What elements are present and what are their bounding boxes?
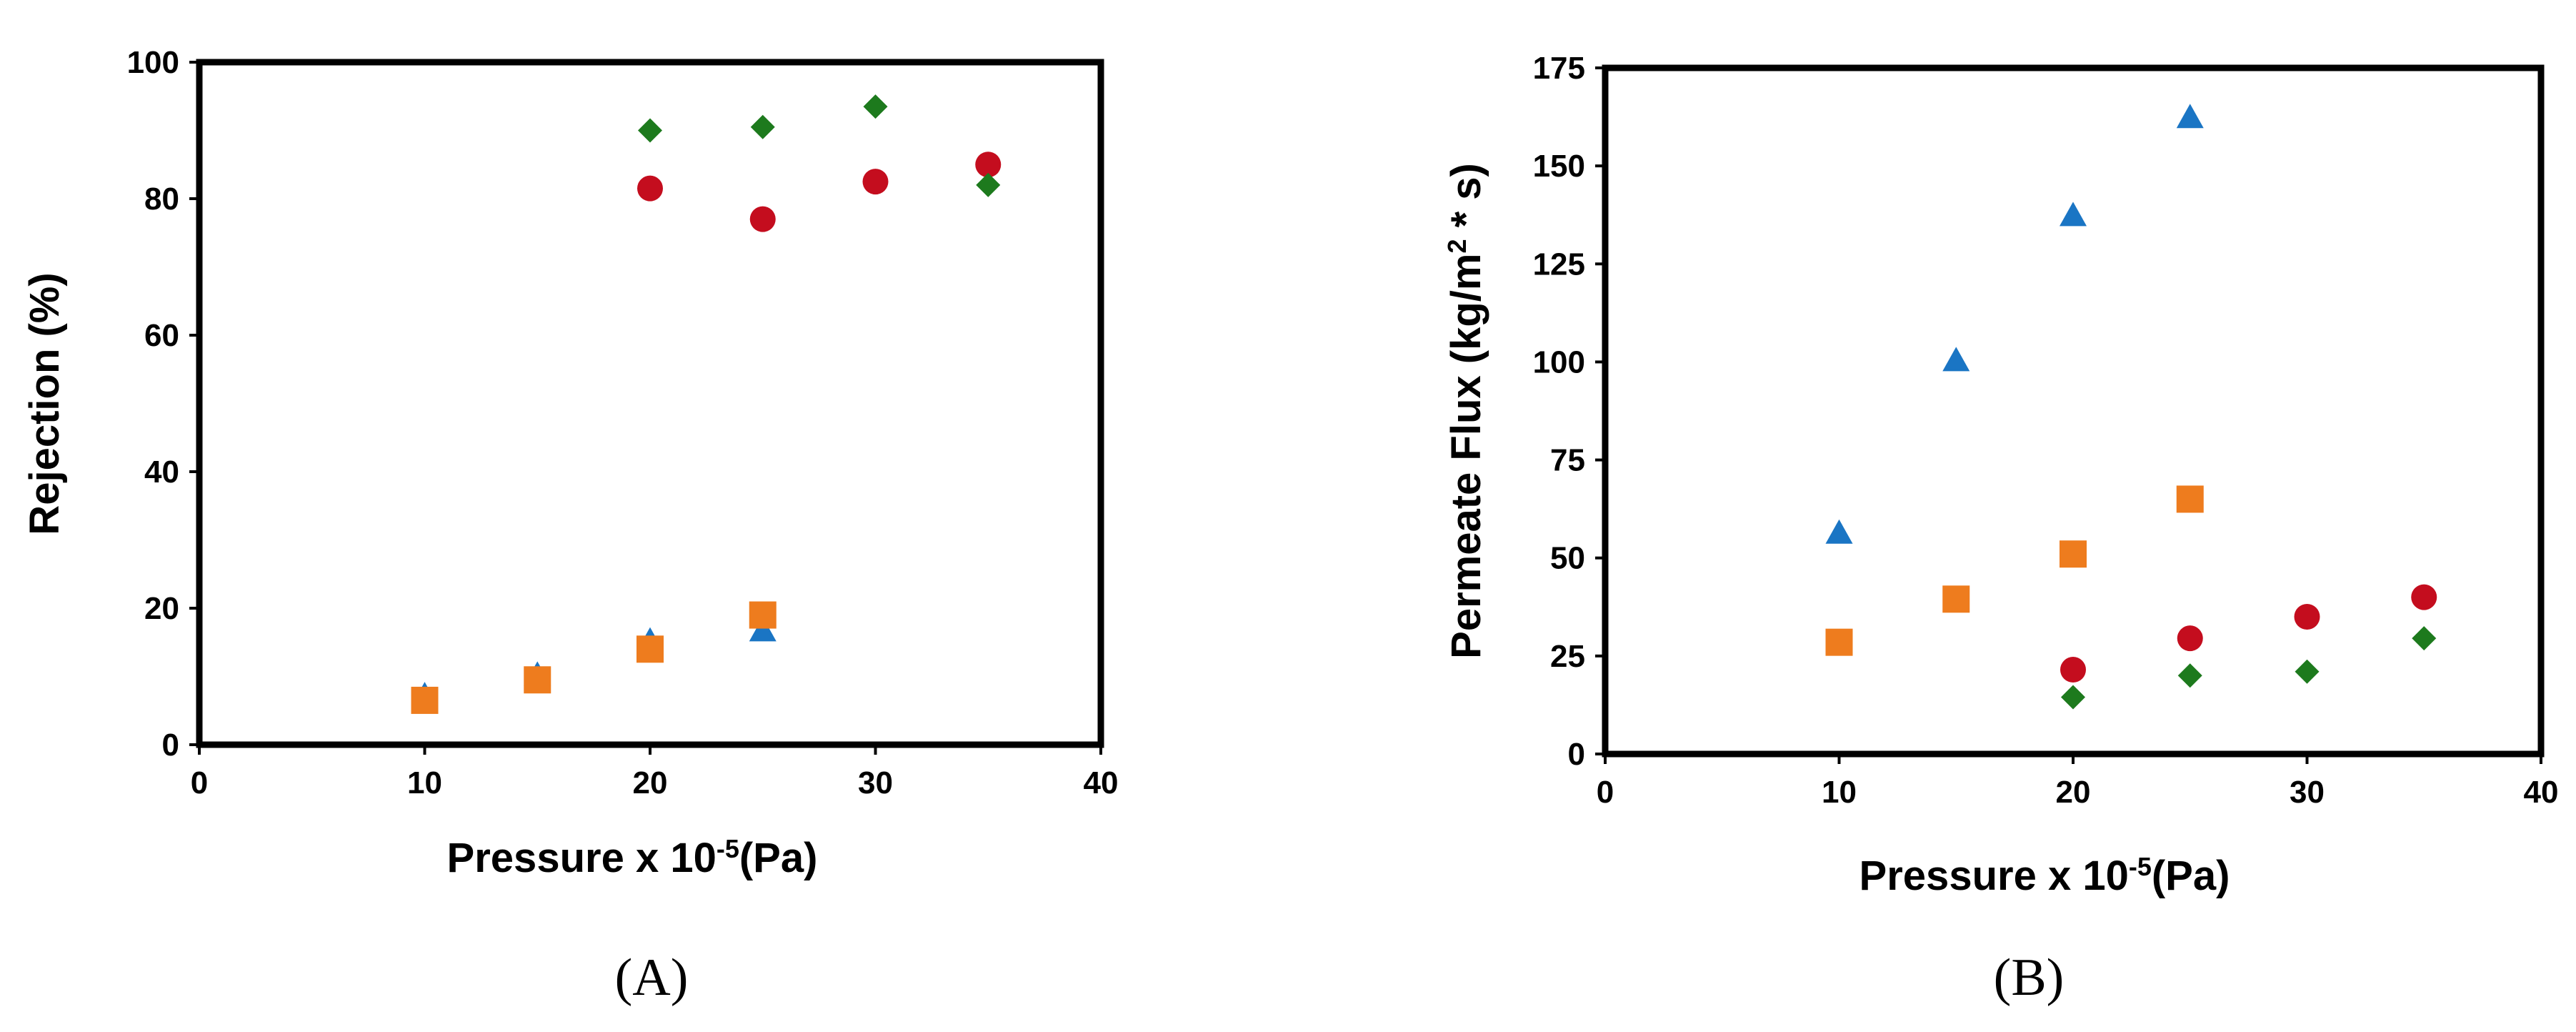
panel-b-x-tick-label: 10 <box>1822 775 1857 810</box>
panel-a-label: (A) <box>615 948 689 1007</box>
panel-b-y-tick-label: 100 <box>1533 344 1585 379</box>
panel-b-x-axis-title: Pressure x 10-5(Pa) <box>1859 852 2230 899</box>
panel-b-x-tick-label: 40 <box>2524 775 2559 810</box>
panel-b-permeate-flux-chart: 0 10 20 30 40 0 25 50 75 100 125 150 175 Permeate Fl… <box>1442 51 2558 1007</box>
panel-a-x-tick-label: 0 <box>191 765 208 800</box>
panel-b-triangle-point <box>1825 519 1853 544</box>
panel-a-diamond-point <box>750 114 775 139</box>
panel-b-label: (B) <box>1994 948 2065 1007</box>
panel-a-y-tick-label: 100 <box>127 45 179 80</box>
panel-b-square-point <box>1825 628 1853 656</box>
panel-a-square-point <box>636 635 664 663</box>
panel-b-diamond-point <box>2177 663 2202 688</box>
panel-a-diamond-point <box>863 94 888 119</box>
panel-b-triangle-point <box>1942 347 1970 372</box>
panel-b-markers <box>1825 104 2437 710</box>
panel-a-circle-point <box>975 152 1002 178</box>
panel-a-square-point <box>524 666 551 694</box>
panel-a-y-tick-label: 0 <box>162 728 179 763</box>
panel-a-x-tick-label: 10 <box>407 765 442 800</box>
panel-a-x-tick-label: 20 <box>633 765 668 800</box>
panel-a-square-point <box>411 686 439 714</box>
panel-a-square-point <box>749 601 777 629</box>
panel-a-x-tick-label: 30 <box>858 765 893 800</box>
panel-a-y-tick-label: 60 <box>144 318 179 353</box>
panel-a-y-axis-title: Rejection (%) <box>21 272 68 535</box>
panel-a-markers <box>411 94 1002 714</box>
panel-a-triangle-point <box>749 617 777 642</box>
panel-b-circle-point <box>2294 604 2320 630</box>
panel-a-y-tick-label: 40 <box>144 455 179 490</box>
panel-a-circle-point <box>637 175 663 202</box>
panel-b-x-tick-label: 30 <box>2290 775 2325 810</box>
panel-b-ticks: 0 10 20 30 40 0 25 50 75 100 125 150 175 <box>1533 51 2559 810</box>
panel-a-diamond-point <box>976 172 1001 197</box>
panel-b-y-tick-label: 150 <box>1533 149 1585 184</box>
panel-a-y-tick-label: 20 <box>144 591 179 626</box>
panel-b-square-point <box>2176 485 2204 513</box>
panel-b-diamond-point <box>2295 659 2320 684</box>
panel-b-square-point <box>2060 540 2087 568</box>
panel-b-y-tick-label: 125 <box>1533 247 1585 282</box>
panel-b-circle-point <box>2411 584 2437 610</box>
panel-a-circle-point <box>862 169 889 195</box>
panel-b-y-tick-label: 0 <box>1568 737 1585 772</box>
panel-b-circle-point <box>2060 657 2086 683</box>
panel-b-square-point <box>1942 585 1970 613</box>
panel-b-y-tick-label: 25 <box>1550 639 1585 674</box>
panel-a-y-tick-label: 80 <box>144 182 179 217</box>
panel-a-x-tick-label: 40 <box>1084 765 1119 800</box>
panel-b-diamond-point <box>2061 685 2085 710</box>
panel-b-y-tick-label: 75 <box>1550 443 1585 478</box>
panel-b-x-tick-label: 0 <box>1597 775 1614 810</box>
panel-a-ticks: 0 10 20 30 40 0 20 40 60 80 100 <box>127 45 1119 800</box>
panel-b-x-tick-label: 20 <box>2056 775 2091 810</box>
panel-a-rejection-chart: 0 10 20 30 40 0 20 40 60 80 100 Rejection (%) Pres… <box>21 45 1118 1007</box>
panel-a-x-axis-title: Pressure x 10-5(Pa) <box>447 834 818 881</box>
panel-a-diamond-point <box>638 118 662 143</box>
panel-b-triangle-point <box>2060 202 2087 227</box>
panel-b-y-axis-title: Permeate Flux (kg/m2 * s) <box>1442 163 1489 659</box>
panel-b-y-tick-label: 175 <box>1533 51 1585 86</box>
panel-b-diamond-point <box>2412 626 2437 651</box>
panel-b-y-tick-label: 50 <box>1550 541 1585 576</box>
panel-b-circle-point <box>2177 625 2203 652</box>
panel-a-circle-point <box>749 206 776 232</box>
panel-b-triangle-point <box>2176 104 2204 129</box>
panel-b-plot-frame <box>1602 64 2545 758</box>
